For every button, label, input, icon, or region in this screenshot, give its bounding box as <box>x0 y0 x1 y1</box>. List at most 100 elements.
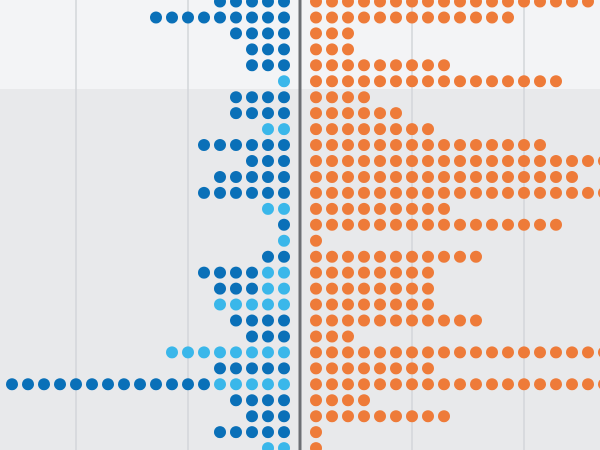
dot-right <box>502 170 514 183</box>
dot-right <box>374 250 386 263</box>
dot-right <box>422 266 434 279</box>
dot-right <box>470 218 482 231</box>
dot-right <box>390 123 402 136</box>
dot-right <box>486 186 498 199</box>
dot-left-light <box>198 346 210 359</box>
dot-left-light <box>278 266 290 279</box>
dot-left-dark <box>166 11 178 24</box>
dot-right <box>358 250 370 263</box>
dot-right <box>310 442 322 450</box>
dot-right <box>438 218 450 231</box>
dot-left-dark <box>262 11 274 24</box>
dot-right <box>342 75 354 88</box>
dot-right <box>534 186 546 199</box>
dot-right <box>342 266 354 279</box>
dot-right <box>534 75 546 88</box>
dot-left-dark <box>198 378 210 391</box>
dot-left-dark <box>230 91 242 104</box>
dot-left-dark <box>230 0 242 8</box>
dot-left-light <box>262 378 274 391</box>
dot-right <box>374 202 386 215</box>
dot-right <box>310 266 322 279</box>
dot-left-dark <box>246 91 258 104</box>
dot-right <box>454 139 466 152</box>
dot-right <box>406 298 418 311</box>
dot-right <box>422 250 434 263</box>
dot-right <box>374 107 386 120</box>
dot-left-dark <box>278 410 290 423</box>
dot-left-dark <box>246 410 258 423</box>
dot-right <box>342 410 354 423</box>
dot-right <box>502 218 514 231</box>
dot-left-dark <box>278 362 290 375</box>
dot-left-dark <box>198 266 210 279</box>
dot-left-dark <box>246 107 258 120</box>
dot-left-light <box>182 346 194 359</box>
dot-left-dark <box>278 394 290 407</box>
dot-left-dark <box>38 378 50 391</box>
dot-right <box>358 186 370 199</box>
dot-right <box>406 218 418 231</box>
dot-left-dark <box>262 139 274 152</box>
dot-right <box>326 250 338 263</box>
dot-right <box>438 410 450 423</box>
dot-right <box>374 314 386 327</box>
dot-right <box>470 346 482 359</box>
dot-left-dark <box>230 362 242 375</box>
dot-left-dark <box>262 155 274 167</box>
dot-left-light <box>246 298 258 311</box>
dot-right <box>310 362 322 375</box>
dot-right <box>358 123 370 136</box>
dot-right <box>582 186 594 199</box>
dot-left-dark <box>262 362 274 375</box>
dot-right <box>454 314 466 327</box>
dot-right <box>534 346 546 359</box>
dot-left-dark <box>246 11 258 24</box>
dot-left-light <box>262 202 274 215</box>
dot-right <box>502 139 514 152</box>
dot-left-dark <box>262 410 274 423</box>
dot-right <box>310 330 322 343</box>
dot-left-dark <box>246 362 258 375</box>
dot-right <box>534 0 546 8</box>
dot-right <box>342 346 354 359</box>
dot-right <box>550 155 562 167</box>
dot-left-dark <box>198 11 210 24</box>
dot-right <box>406 266 418 279</box>
dot-right <box>310 234 322 247</box>
dot-right <box>342 11 354 24</box>
dot-left-dark <box>198 186 210 199</box>
dot-right <box>566 186 578 199</box>
dot-left-dark <box>214 426 226 439</box>
dot-right <box>358 0 370 8</box>
dot-right <box>454 250 466 263</box>
dot-right <box>550 170 562 183</box>
dot-right <box>582 0 594 8</box>
dot-right <box>326 314 338 327</box>
dot-right <box>470 0 482 8</box>
dot-left-light <box>246 346 258 359</box>
dot-right <box>422 170 434 183</box>
dot-right <box>374 362 386 375</box>
dot-right <box>374 410 386 423</box>
dot-right <box>486 155 498 167</box>
dot-right <box>310 394 322 407</box>
dot-right <box>358 75 370 88</box>
dot-right <box>374 298 386 311</box>
dot-left-light <box>262 298 274 311</box>
dot-right <box>406 346 418 359</box>
dot-right <box>358 218 370 231</box>
dot-right <box>342 362 354 375</box>
dot-right <box>406 75 418 88</box>
dot-right <box>422 75 434 88</box>
dot-right <box>342 91 354 104</box>
dot-right <box>374 186 386 199</box>
dot-right <box>310 139 322 152</box>
dot-right <box>326 11 338 24</box>
dot-right <box>502 11 514 24</box>
dot-right <box>390 282 402 295</box>
dot-right <box>310 75 322 88</box>
dot-right <box>374 11 386 24</box>
dot-left-dark <box>182 11 194 24</box>
